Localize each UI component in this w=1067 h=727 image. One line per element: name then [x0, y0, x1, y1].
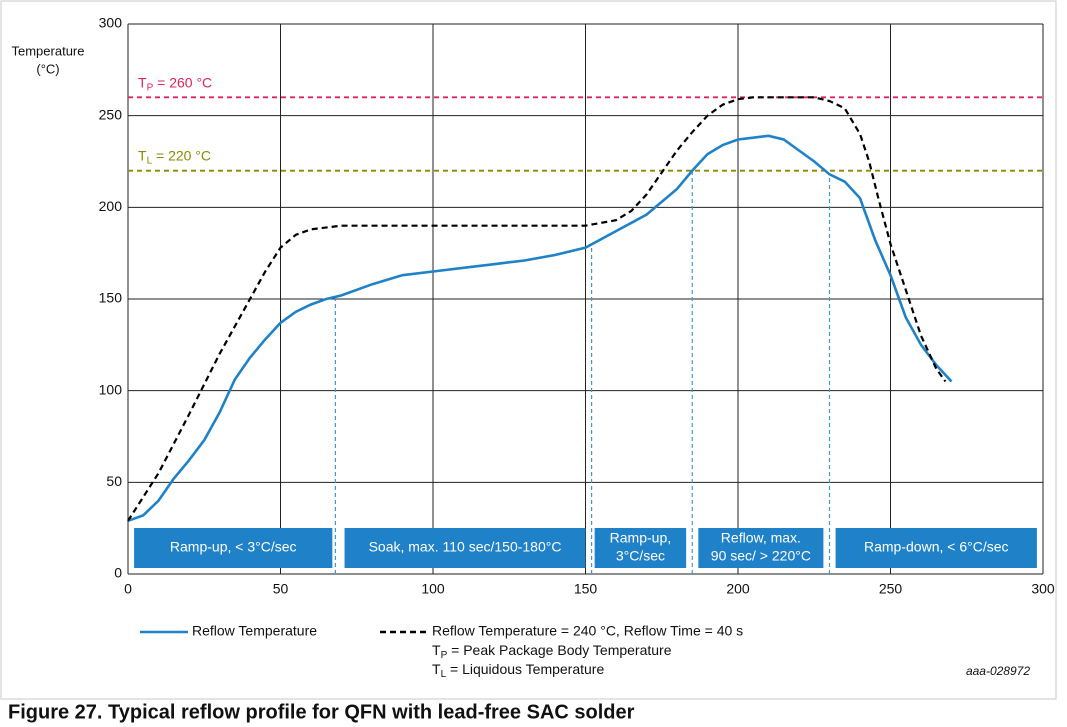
phase-box	[835, 528, 1037, 568]
phase-box	[134, 528, 333, 568]
phase-label: Ramp-up, < 3°C/sec	[170, 539, 297, 555]
note: TL = Liquidous Temperature	[432, 661, 604, 680]
y-tick-label: 0	[114, 565, 122, 581]
label-rest: = 220 °C	[152, 147, 211, 163]
series-line	[127, 96, 947, 522]
phase-box	[344, 528, 586, 568]
y-axis-label: Temperature	[12, 43, 85, 58]
x-tick-label: 0	[124, 581, 132, 597]
label-sub: P	[441, 650, 448, 661]
x-tick-label: 50	[273, 581, 289, 597]
label-sub: L	[147, 155, 153, 166]
x-tick-label: 150	[574, 581, 598, 597]
y-tick-label: 100	[99, 381, 123, 397]
label-base: T	[138, 74, 147, 90]
legend-label: Reflow Temperature	[192, 623, 317, 639]
phase-box	[698, 528, 824, 568]
y-axis-label: (°C)	[36, 61, 59, 76]
note: TP = Peak Package Body Temperature	[432, 642, 672, 661]
phase-label: Soak, max. 110 sec/150-180°C	[369, 539, 562, 555]
caption: Figure 27. Typical reflow profile for QF…	[8, 701, 635, 723]
label-rest: = Peak Package Body Temperature	[447, 642, 671, 658]
x-tick-label: 100	[421, 581, 445, 597]
legend-label: Reflow Temperature = 240 °C, Reflow Time…	[432, 623, 743, 639]
reference-label: TL = 220 °C	[138, 147, 211, 166]
x-tick-label: 250	[879, 581, 903, 597]
phase-label: 3°C/sec	[616, 548, 665, 564]
phase-label: Ramp-up,	[610, 530, 671, 546]
label-base: T	[432, 642, 441, 658]
phase-label: Reflow, max.	[721, 530, 801, 546]
reference-label: TP = 260 °C	[138, 74, 212, 93]
y-tick-label: 200	[99, 198, 123, 214]
phase-box	[594, 528, 687, 568]
label-sub: P	[147, 82, 154, 93]
y-tick-label: 50	[106, 473, 122, 489]
label-sub: L	[441, 669, 447, 680]
label-rest: = 260 °C	[153, 74, 212, 90]
label-base: T	[432, 661, 441, 677]
figure-code: aaa-028972	[966, 664, 1030, 678]
phase-label: Ramp-down, < 6°C/sec	[864, 539, 1009, 555]
frame	[0, 0, 1057, 700]
x-tick-label: 300	[1031, 581, 1055, 597]
label-rest: = Liquidous Temperature	[446, 661, 604, 677]
phase-label: 90 sec/ > 220°C	[711, 548, 811, 564]
x-tick-label: 200	[726, 581, 750, 597]
y-tick-label: 300	[99, 15, 123, 31]
label-base: T	[138, 147, 147, 163]
y-tick-label: 250	[99, 106, 123, 122]
y-tick-label: 150	[99, 290, 123, 306]
series-line	[127, 134, 953, 523]
